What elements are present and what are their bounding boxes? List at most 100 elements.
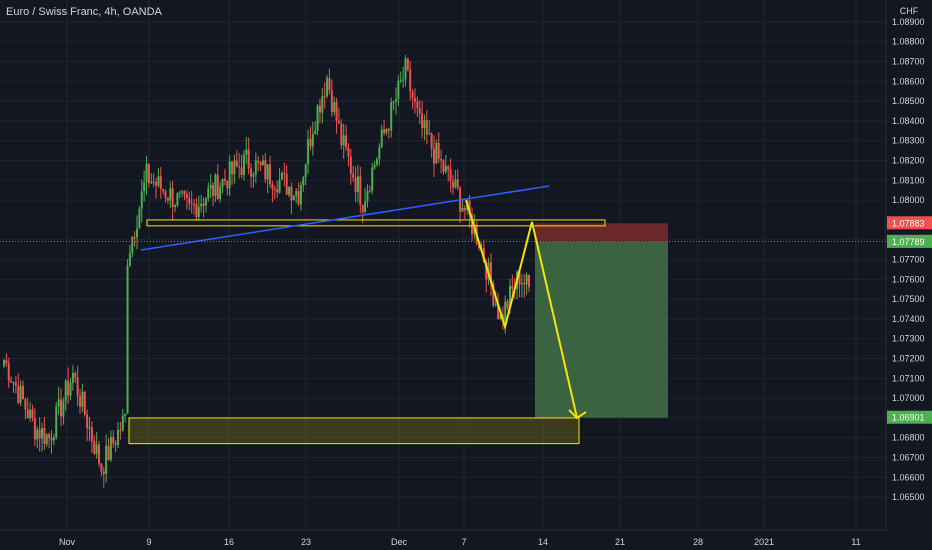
candle-body xyxy=(316,105,319,131)
candle-body xyxy=(29,409,32,419)
candle-body xyxy=(378,147,381,159)
candle-body xyxy=(349,156,352,174)
candle-body xyxy=(288,186,291,195)
candle-body xyxy=(470,215,473,235)
candle-body xyxy=(176,193,179,206)
candle-body xyxy=(454,179,457,188)
candle-body xyxy=(456,179,459,189)
candle-body xyxy=(449,169,452,182)
candle-body xyxy=(402,79,405,81)
candle-body xyxy=(157,176,160,186)
candle-body xyxy=(447,166,450,170)
candle-body xyxy=(494,304,497,306)
candle-body xyxy=(485,262,488,280)
candle-body xyxy=(223,178,226,181)
candle-body xyxy=(368,190,371,192)
candle-body xyxy=(371,167,374,191)
candle-body xyxy=(416,101,419,109)
candle-body xyxy=(128,253,131,266)
candle-body xyxy=(10,380,13,383)
candle-body xyxy=(90,427,93,442)
candle-body xyxy=(45,434,48,444)
candle-body xyxy=(432,148,435,164)
candle-body xyxy=(413,98,416,102)
candle-body xyxy=(264,160,267,180)
candle-body xyxy=(178,192,181,194)
candle-body xyxy=(523,283,526,285)
candle-body xyxy=(266,164,269,180)
candle-body xyxy=(411,91,414,99)
x-tick-label: 11 xyxy=(851,537,860,547)
candle-body xyxy=(60,399,63,417)
y-tick-label: 1.08700 xyxy=(892,57,925,67)
candle-body xyxy=(489,262,492,284)
candle-body xyxy=(528,274,530,288)
candle-body xyxy=(335,101,338,121)
y-tick-label: 1.06600 xyxy=(892,472,925,482)
candle-body xyxy=(311,134,314,147)
support-zone xyxy=(128,417,580,445)
candle-body xyxy=(259,162,262,165)
candle-body xyxy=(22,385,25,400)
candle-body xyxy=(209,184,212,189)
candle-body xyxy=(326,77,329,97)
x-tick-label: Nov xyxy=(59,537,76,547)
candle-body xyxy=(93,441,96,454)
candle-body xyxy=(95,444,98,454)
candle-body xyxy=(174,205,177,208)
candle-body xyxy=(425,120,428,135)
candle-body xyxy=(133,237,136,239)
candle-body xyxy=(328,77,331,91)
candle-body xyxy=(50,438,53,441)
candle-body xyxy=(126,265,129,414)
candle-body xyxy=(145,163,148,183)
candle-body xyxy=(131,237,134,254)
x-tick-label: 16 xyxy=(224,537,234,547)
candle-body xyxy=(162,188,165,192)
y-tick-label: 1.07100 xyxy=(892,373,925,383)
candle-body xyxy=(508,285,511,308)
candle-body xyxy=(361,205,364,213)
candle-body xyxy=(406,58,409,70)
entry-price-label: 1.07789 xyxy=(892,237,925,247)
candle-body xyxy=(83,391,86,415)
candle-body xyxy=(278,179,281,193)
candle-body xyxy=(525,274,528,285)
stop-loss-zone xyxy=(535,223,668,242)
y-tick-label: 1.08100 xyxy=(892,175,925,185)
candle-body xyxy=(347,147,350,157)
candle-body xyxy=(271,184,274,190)
candle-body xyxy=(155,182,158,186)
candle-body xyxy=(221,178,224,188)
y-tick-label: 1.08000 xyxy=(892,195,925,205)
x-tick-label: 2021 xyxy=(754,537,774,547)
candle-body xyxy=(354,177,357,193)
candle-body xyxy=(430,133,433,149)
candle-body xyxy=(497,304,500,319)
candle-body xyxy=(520,283,523,285)
candle-body xyxy=(12,382,15,384)
candle-body xyxy=(74,372,77,378)
candle-body xyxy=(185,194,188,199)
candle-body xyxy=(342,135,345,146)
candle-body xyxy=(444,166,447,172)
y-tick-label: 1.06700 xyxy=(892,453,925,463)
candle-body xyxy=(5,360,8,364)
candle-body xyxy=(212,184,215,196)
candle-body xyxy=(309,139,312,147)
resistance-zone xyxy=(146,219,606,227)
y-tick-label: 1.06500 xyxy=(892,492,925,502)
candle-body xyxy=(323,95,326,97)
candle-body xyxy=(280,172,283,180)
candle-body xyxy=(117,429,120,446)
candle-body xyxy=(257,160,260,163)
candle-body xyxy=(164,191,167,198)
candle-body xyxy=(356,176,359,193)
candle-body xyxy=(41,428,44,439)
candle-body xyxy=(359,176,362,206)
candle-body xyxy=(254,160,257,175)
x-tick-label: Dec xyxy=(391,537,408,547)
candle-body xyxy=(231,161,234,175)
